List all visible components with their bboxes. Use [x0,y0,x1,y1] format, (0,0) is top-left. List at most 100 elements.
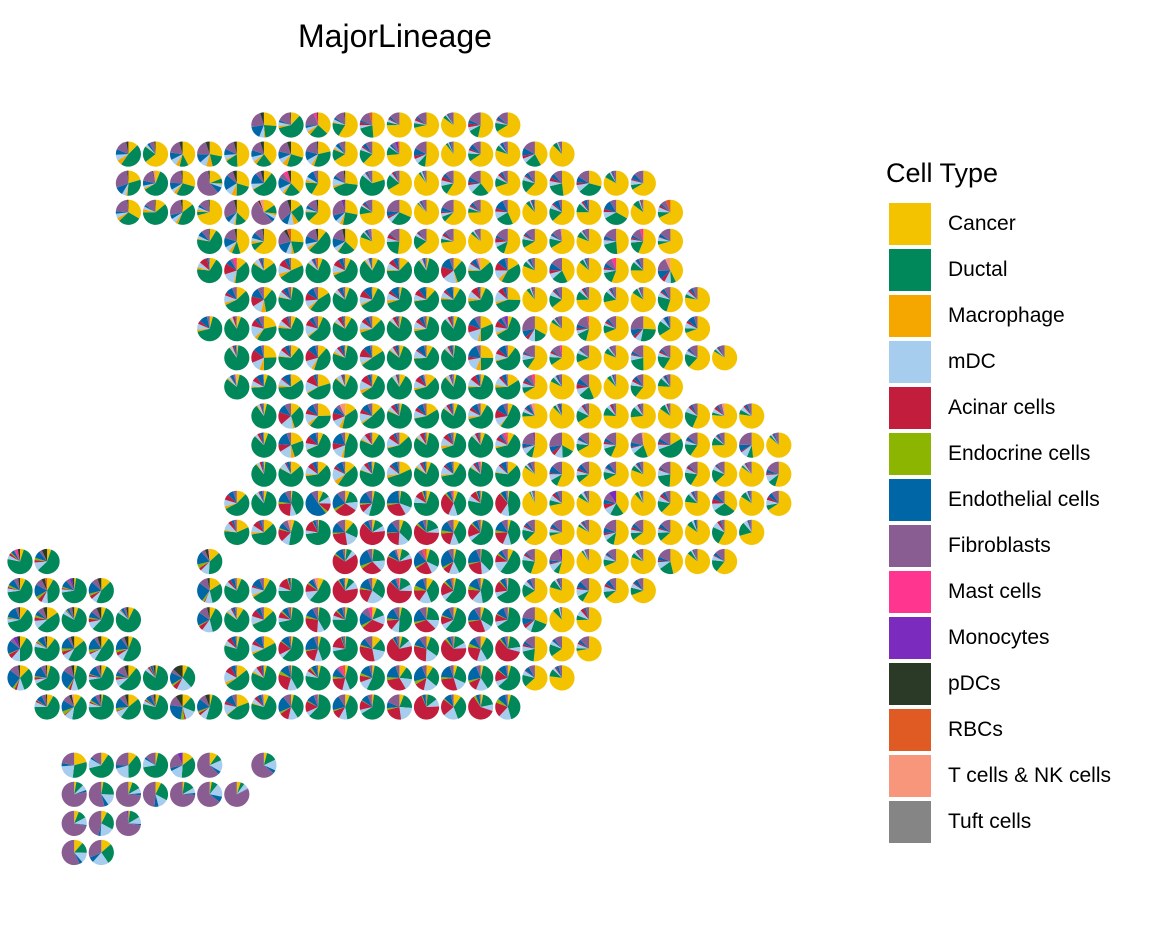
pie-slice [495,384,508,388]
pie-slice [361,619,373,628]
pie-slice [318,403,331,416]
pie-slice [122,637,141,662]
pie-slice [291,345,299,358]
pie-slice [305,648,319,661]
spot-pie [712,548,738,575]
pie-slice [658,524,671,533]
pie-slice [425,694,427,707]
spot-pie [549,141,575,167]
pie-slice [7,585,20,591]
pie-slice [423,548,427,562]
pie-slice [372,607,377,620]
pie-slice [641,432,644,446]
pie-slice [227,579,237,591]
pie-slice [441,212,454,217]
spot-pie [386,374,413,400]
pie-slice [426,667,440,686]
pie-slice [469,112,481,125]
pie-slice [199,607,210,620]
pie-slice [255,493,264,504]
pie-slice [224,200,237,218]
pie-slice [291,440,304,458]
pie-slice [413,462,440,487]
pie-slice [208,548,210,562]
pie-slice [552,203,562,213]
pie-slice [236,784,248,795]
pie-slice [474,432,481,446]
spot-pie [495,228,521,254]
pie-slice [90,757,102,766]
spot-pie [495,548,521,575]
pie-slice [550,204,562,213]
pie-slice [386,263,400,271]
pie-slice [386,618,400,621]
pie-slice [747,520,752,533]
pie-slice [311,170,331,196]
pie-slice [395,665,400,678]
pie-slice [332,433,346,446]
pie-slice [280,445,291,458]
pie-slice [306,608,319,620]
pie-slice [180,199,183,213]
pie-slice [369,112,373,125]
pie-slice [589,170,602,187]
pie-slice [665,199,671,213]
pie-slice [287,607,291,620]
pie-slice [343,170,346,184]
pie-slice [251,125,264,137]
pie-slice [525,519,548,545]
pie-slice [92,852,109,866]
spot-pie [630,432,656,458]
pie-slice [253,173,277,196]
pie-slice [450,578,454,591]
spot-pie [603,345,629,371]
pie-slice [343,316,346,329]
pie-slice [441,238,454,243]
pie-slice [171,212,183,223]
pie-slice [416,116,427,125]
pie-slice [259,199,264,213]
pie-slice [128,636,133,649]
pie-slice [555,404,562,416]
pie-slice [691,520,698,533]
pie-slice [363,201,373,213]
spot-pie [684,519,711,545]
pie-slice [314,258,319,271]
pie-slice [480,287,486,300]
pie-slice [668,316,671,329]
pie-slice [146,695,156,707]
pie-slice [502,199,508,213]
pie-slice [7,608,21,620]
spot-pie [468,170,494,196]
pie-slice [630,407,644,418]
pie-slice [361,435,373,446]
spot-pie [386,461,412,487]
pie-slice [577,581,590,591]
pie-slice [522,147,535,156]
pie-slice [426,548,431,562]
pie-slice [659,316,683,342]
pie-slice [263,357,277,371]
pie-slice [448,561,460,575]
pie-slice [747,520,752,533]
pie-slice [604,519,617,533]
pie-slice [613,519,629,545]
pie-slice [336,610,346,620]
pie-slice [263,432,269,446]
pie-slice [252,590,264,598]
pie-slice [251,644,264,653]
pie-slice [317,694,319,707]
spot-pie [549,665,575,691]
spot-pie [684,316,711,342]
pie-slice [236,578,242,591]
pie-slice [495,439,508,447]
pie-slice [744,463,752,475]
legend-item: Cancer [886,201,1111,247]
pie-slice [345,636,347,649]
pie-slice [262,432,264,446]
pie-slice [771,490,779,504]
pie-slice [634,491,644,504]
pie-slice [551,233,562,242]
pie-slice [603,235,617,242]
pie-slice [741,465,752,475]
